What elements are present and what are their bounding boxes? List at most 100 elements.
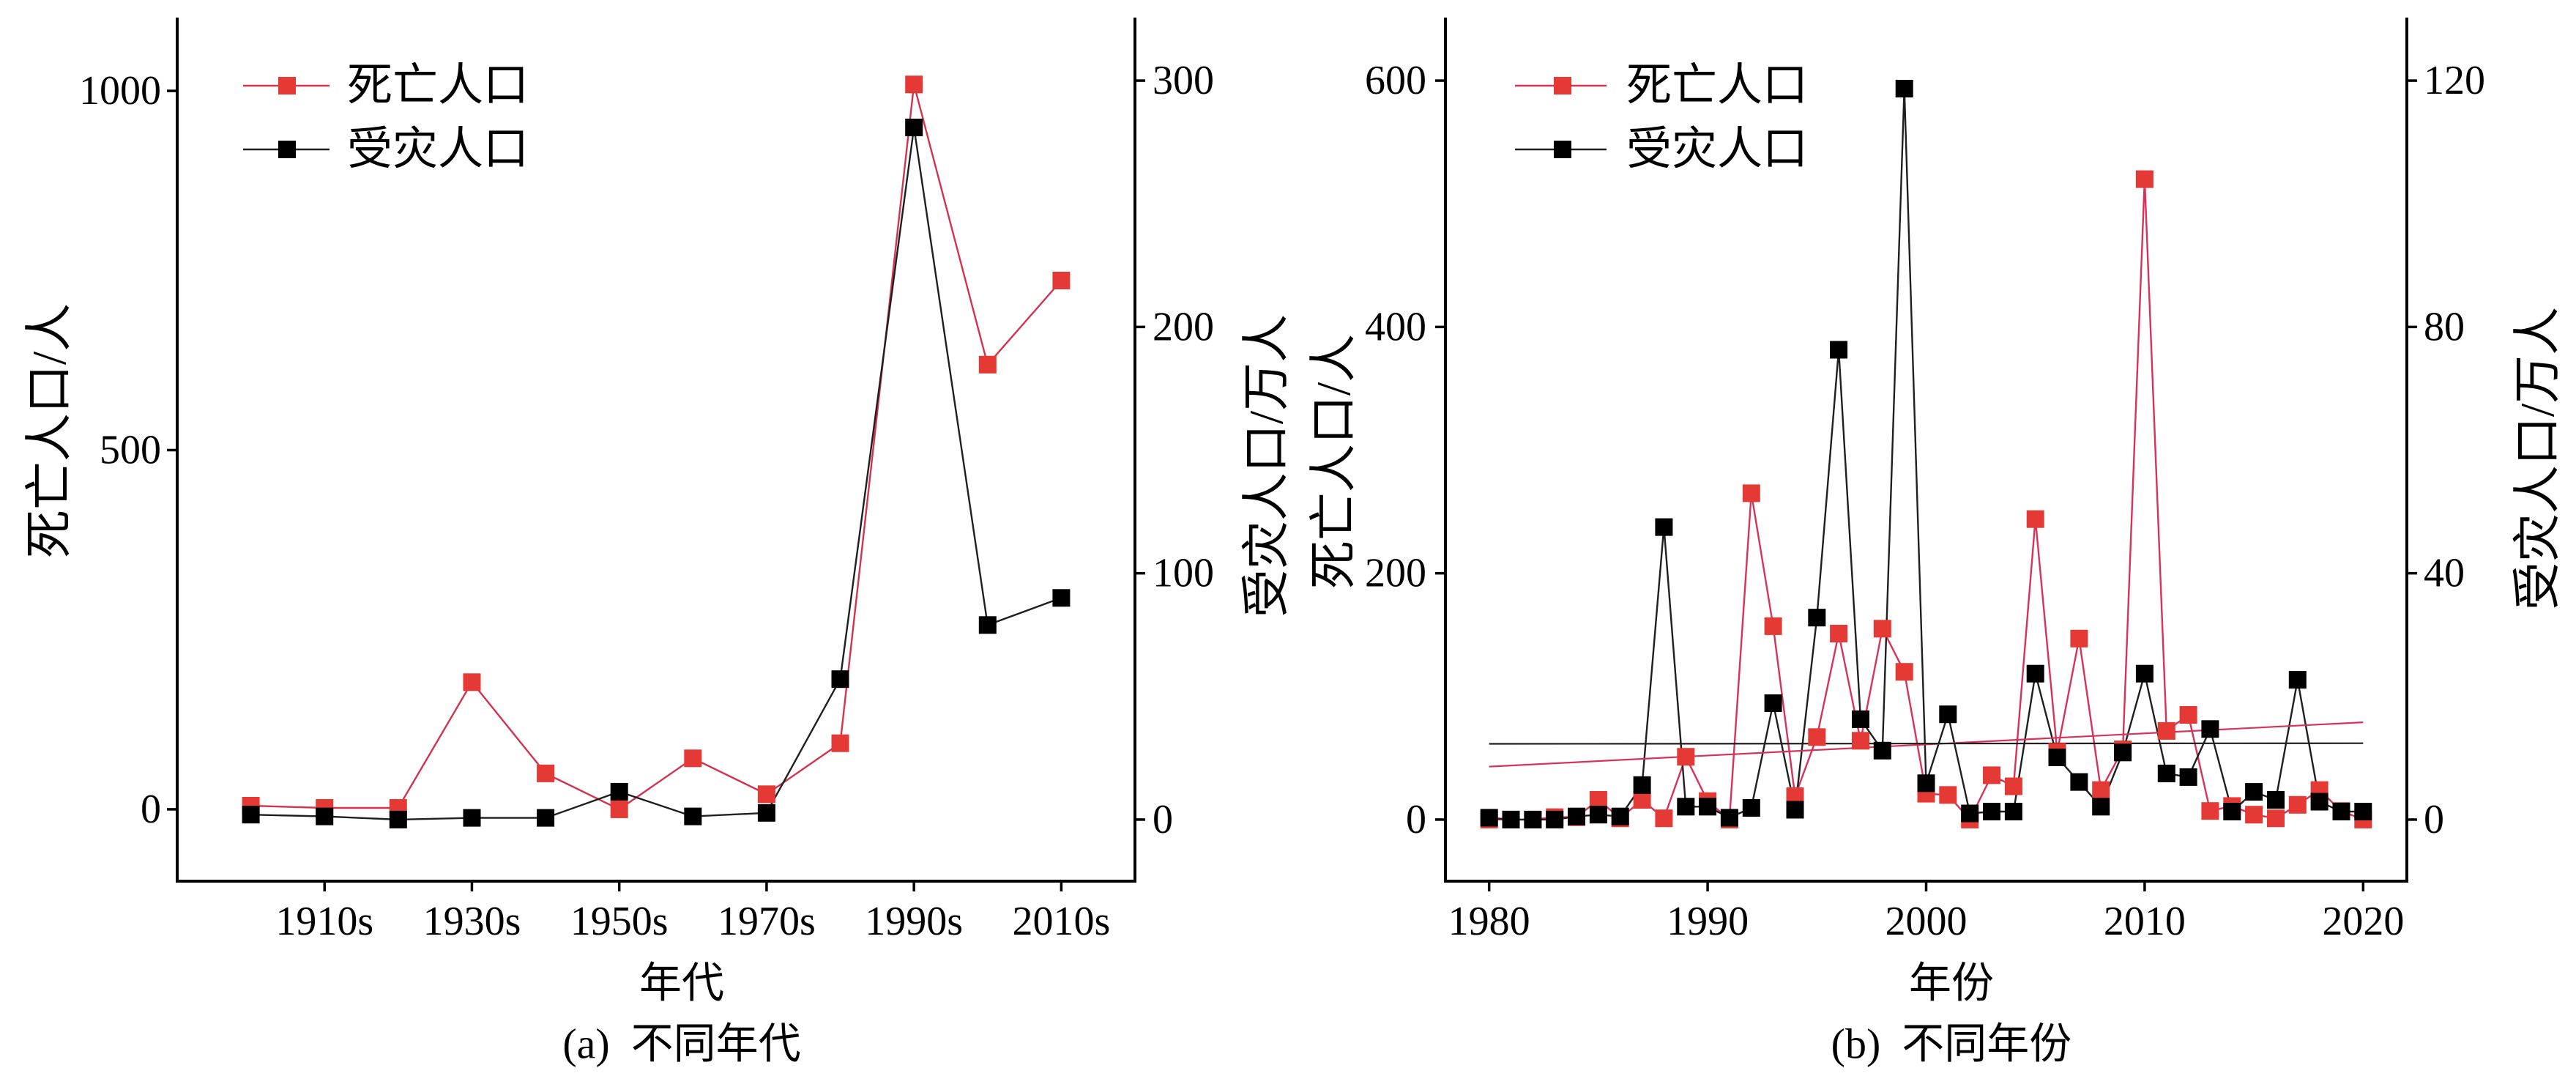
panel-a-death-toll-line: [250, 84, 1062, 811]
panel-a-death-toll-marker: [978, 355, 997, 374]
panel-b-death-toll-marker: [1983, 766, 2000, 784]
panel-b-y-right-tick-label: 0: [2424, 797, 2444, 842]
panel-a-death-toll-marker: [537, 764, 555, 782]
panel-a-death-toll-marker: [463, 673, 481, 691]
panel-b-death-toll-marker: [2157, 721, 2175, 740]
panel-b-affected-population-marker: [2026, 664, 2044, 683]
panel-a-death-toll-marker: [1052, 272, 1071, 289]
panel-b-affected-population-marker: [2157, 764, 2175, 782]
panel-a-affected-population-marker: [463, 809, 481, 827]
panel-b-death-toll-marker: [2245, 806, 2263, 824]
panel-a-affected-population-marker: [610, 782, 628, 801]
panel-b-affected-population-marker: [1742, 799, 1760, 817]
panel-b: 0 200 400 600 0 40 80 120 1980 1990 2000 2010 2020 死…: [1308, 18, 2565, 1068]
panel-a-x-tick-label: 1990s: [865, 899, 963, 944]
panel-a-caption: (a) 不同年代: [562, 1020, 800, 1068]
panel-a-affected-population-marker: [831, 670, 849, 689]
panel-b-affected-population-marker: [1524, 810, 1542, 828]
panel-b-death-toll-marker: [1895, 663, 1913, 681]
panel-a-affected-population-marker: [757, 804, 775, 822]
panel-b-death-toll-marker: [1677, 748, 1695, 766]
panel-b-death-toll-marker: [1589, 791, 1607, 809]
panel-b-death-toll-marker: [2288, 795, 2307, 814]
panel-a-x-tick-label: 1930s: [423, 899, 521, 944]
panel-b-affected-population-marker: [1655, 518, 1673, 536]
panel-b-y-right-tick-label: 80: [2424, 304, 2465, 349]
panel-a-death-toll-marker: [610, 800, 628, 818]
panel-a-death-toll-marker: [905, 75, 923, 94]
panel-b-affected-population-marker: [2092, 798, 2110, 816]
panel-b-death-toll-marker: [1655, 809, 1673, 828]
panel-a-legend: 死亡人口 受灾人口: [243, 61, 529, 174]
panel-b-legend-death-toll-label: 死亡人口: [1626, 61, 1808, 111]
panel-b-affected-population-marker: [1502, 810, 1520, 828]
panel-b-affected-population-marker: [1786, 801, 1804, 819]
panel-a-y-right-tick-label: 300: [1153, 58, 1214, 103]
panel-b-affected-population-marker: [1983, 803, 2000, 820]
panel-a-y-left-title: 死亡人口/人: [23, 303, 77, 558]
panel-a-legend-death-toll-marker: [278, 77, 296, 94]
panel-b-affected-population-marker: [2070, 773, 2088, 791]
panel-b-death-toll-marker: [1808, 728, 1826, 746]
panel-b-x-title: 年份: [1909, 960, 1994, 1007]
panel-b-death-toll-marker: [1764, 617, 1782, 635]
panel-b-affected-population-marker: [2135, 664, 2154, 683]
panel-b-death-toll-marker: [1742, 484, 1760, 502]
panel-b-y-left-tick-label: 400: [1365, 304, 1426, 349]
panel-b-y-right-title: 受灾人口/万人: [2512, 307, 2565, 610]
panel-b-legend: 死亡人口 受灾人口: [1515, 61, 1808, 174]
panel-b-affected-population-marker: [1852, 710, 1869, 728]
panel-a-affected-population-marker: [537, 809, 555, 827]
panel-a-x-tick-label: 1950s: [570, 899, 669, 944]
panel-b-affected-population-marker: [2332, 803, 2350, 820]
panel-b-affected-population-marker: [2179, 768, 2197, 786]
panel-b-affected-population-marker: [2048, 749, 2066, 766]
panel-b-affected-population-marker: [2114, 743, 2132, 762]
panel-b-death-toll-marker: [1830, 625, 1848, 642]
panel-b-death-toll-marker: [1852, 732, 1869, 750]
panel-b-affected-population-marker: [1873, 741, 1891, 760]
panel-b-affected-population-marker: [2245, 783, 2263, 801]
panel-b-death-toll-marker: [1939, 786, 1957, 804]
panel-b-death-toll-marker: [2026, 510, 2044, 528]
panel-b-affected-population-marker: [1961, 804, 1979, 823]
panel-a-y-right-tick-label: 200: [1153, 304, 1214, 349]
panel-b-death-toll-marker: [1873, 620, 1891, 638]
panel-b-affected-population-marker: [1764, 694, 1782, 712]
panel-a-plot-area: 0 500 1000 0 100 200 300 1910s 1930s 1950s 1970s 19…: [79, 18, 1214, 944]
panel-b-affected-population-marker: [2201, 720, 2219, 738]
panel-b-affected-population-marker: [1830, 341, 1848, 359]
panel-a-legend-death-toll-label: 死亡人口: [347, 61, 529, 111]
panel-b-death-toll-marker: [2267, 809, 2285, 828]
panel-b-y-left-title: 死亡人口/人: [1308, 334, 1361, 589]
panel-b-x-tick-label: 2010: [2104, 899, 2186, 944]
panel-a: 0 500 1000 0 100 200 300 1910s 1930s 1950s 1970s 19…: [23, 18, 1294, 1068]
panel-a-x-tick-label: 1970s: [718, 899, 816, 944]
panel-a-x-tick-label: 1910s: [275, 899, 373, 944]
panel-a-y-left-tick-label: 500: [100, 428, 161, 473]
panel-a-affected-population-marker: [684, 807, 702, 825]
panel-a-affected-population-marker: [978, 616, 997, 634]
panel-a-affected-population-marker: [316, 807, 334, 825]
panel-b-legend-affected-population-label: 受灾人口: [1626, 125, 1808, 174]
panel-b-affected-population-marker: [1939, 705, 1957, 724]
panel-b-affected-population-marker: [1677, 798, 1695, 816]
panel-b-affected-population-marker: [1589, 806, 1607, 824]
panel-b-death-toll-marker: [2201, 802, 2219, 820]
panel-b-death-toll-marker: [2004, 777, 2022, 795]
panel-b-affected-population-trend-line: [1489, 742, 2364, 745]
panel-b-affected-population-marker: [2223, 803, 2241, 820]
panel-b-affected-population-marker: [1568, 807, 1585, 825]
panel-a-affected-population-marker: [905, 119, 923, 136]
panel-a-y-right-tick-label: 0: [1153, 797, 1173, 842]
panel-b-y-left-tick-label: 200: [1365, 551, 1426, 596]
panel-b-affected-population-marker: [1699, 798, 1717, 816]
panel-b-affected-population-marker: [2354, 803, 2372, 820]
panel-b-y-left-tick-label: 0: [1406, 797, 1426, 842]
panel-a-y-right-tick-label: 100: [1153, 551, 1214, 596]
panel-b-x-tick-label: 2020: [2322, 899, 2404, 944]
panel-b-affected-population-marker: [1633, 776, 1651, 794]
panel-b-affected-population-marker: [1895, 80, 1913, 97]
panel-a-affected-population-marker: [389, 810, 407, 828]
panel-b-legend-affected-population-marker: [1554, 141, 1571, 158]
